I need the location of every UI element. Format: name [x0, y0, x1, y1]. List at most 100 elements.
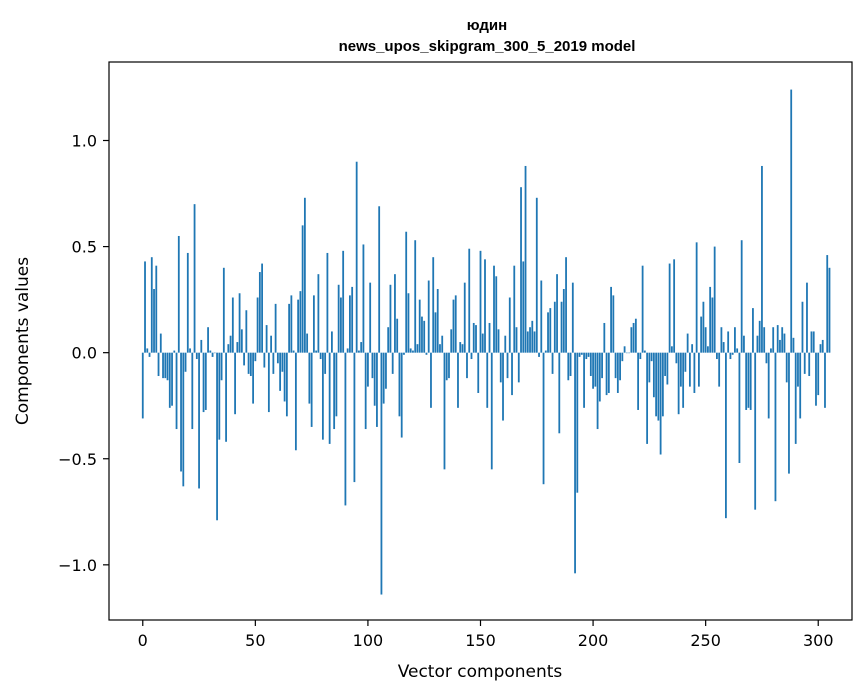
bar-297: [810, 331, 813, 353]
bar-131: [436, 289, 439, 353]
bar-69: [297, 299, 300, 353]
bar-168: [520, 187, 522, 353]
bar-230: [659, 352, 662, 455]
bar-181: [549, 308, 552, 353]
bar-160: [502, 352, 504, 421]
bar-152: [484, 259, 486, 353]
bar-5: [153, 289, 155, 353]
bar-274: [758, 320, 761, 353]
bar-179: [544, 350, 547, 353]
bar-91: [346, 348, 349, 353]
bar-93: [351, 286, 354, 353]
bar-72: [303, 197, 306, 353]
y-tick-label: −1.0: [58, 556, 97, 575]
bar-245: [693, 352, 696, 393]
bar-169: [522, 261, 525, 353]
bar-264: [736, 348, 739, 353]
bar-107: [382, 352, 385, 404]
bar-36: [222, 267, 225, 353]
bar-8: [159, 333, 162, 353]
bar-212: [619, 352, 621, 381]
bar-285: [783, 333, 786, 353]
bar-258: [722, 342, 725, 353]
bar-254: [713, 246, 716, 353]
bar-233: [666, 352, 669, 385]
bar-217: [630, 327, 633, 353]
x-axis-label: Vector components: [398, 662, 563, 682]
bar-64: [285, 352, 288, 417]
bar-239: [679, 352, 682, 387]
bar-39: [229, 335, 232, 353]
bar-95: [355, 161, 358, 353]
bar-153: [486, 352, 489, 408]
bar-213: [621, 352, 624, 362]
bar-300: [817, 352, 820, 396]
bar-156: [493, 265, 495, 353]
bar-65: [288, 303, 291, 353]
bar-120: [412, 350, 414, 353]
bar-282: [776, 325, 779, 353]
bar-108: [385, 352, 387, 389]
bar-101: [369, 282, 372, 353]
bar-122: [416, 344, 419, 353]
bar-192: [574, 352, 576, 574]
bar-137: [450, 329, 453, 353]
bar-75: [310, 352, 313, 427]
bar-191: [571, 282, 574, 353]
bar-161: [504, 335, 507, 353]
x-tick-label: 200: [578, 631, 609, 650]
bar-287: [788, 352, 790, 474]
bar-223: [643, 350, 646, 353]
bar-104: [376, 352, 378, 427]
bar-51: [256, 297, 259, 353]
bar-284: [781, 327, 784, 353]
bar-14: [173, 350, 176, 353]
bar-280: [772, 327, 775, 353]
bar-159: [499, 352, 502, 383]
bar-167: [517, 352, 520, 383]
bar-278: [767, 352, 770, 419]
bar-184: [556, 274, 558, 353]
bar-132: [439, 344, 441, 353]
bar-84: [331, 331, 333, 353]
bar-251: [707, 346, 709, 353]
bar-22: [191, 352, 194, 430]
bar-43: [238, 293, 241, 353]
bar-175: [535, 197, 538, 353]
bar-149: [477, 352, 480, 393]
bar-26: [200, 339, 203, 353]
bar-141: [459, 342, 462, 353]
bar-291: [797, 352, 799, 387]
bar-29: [207, 327, 209, 353]
bar-200: [592, 352, 594, 389]
chart-title-line1: юдин: [467, 17, 507, 34]
bar-83: [328, 352, 331, 444]
bar-182: [551, 352, 554, 374]
bar-174: [533, 331, 536, 353]
bar-304: [826, 255, 829, 353]
bar-142: [461, 344, 464, 353]
bar-55: [265, 325, 268, 353]
bar-255: [716, 352, 718, 360]
bar-157: [495, 276, 498, 353]
bar-228: [655, 352, 658, 417]
bar-155: [490, 352, 493, 470]
y-tick-label: 0.0: [72, 344, 97, 363]
bar-256: [718, 352, 721, 387]
bar-116: [403, 352, 405, 355]
bar-178: [542, 352, 545, 485]
bar-99: [364, 352, 367, 430]
bar-90: [344, 352, 347, 506]
bar-205: [603, 322, 606, 353]
bar-305: [828, 267, 831, 353]
bar-241: [684, 352, 687, 372]
bar-54: [263, 352, 266, 368]
bar-236: [673, 259, 676, 353]
bar-298: [812, 331, 815, 353]
bar-124: [421, 316, 423, 353]
bar-163: [508, 297, 511, 353]
bar-7: [157, 352, 160, 377]
bar-44: [240, 329, 243, 353]
bar-78: [317, 274, 320, 353]
